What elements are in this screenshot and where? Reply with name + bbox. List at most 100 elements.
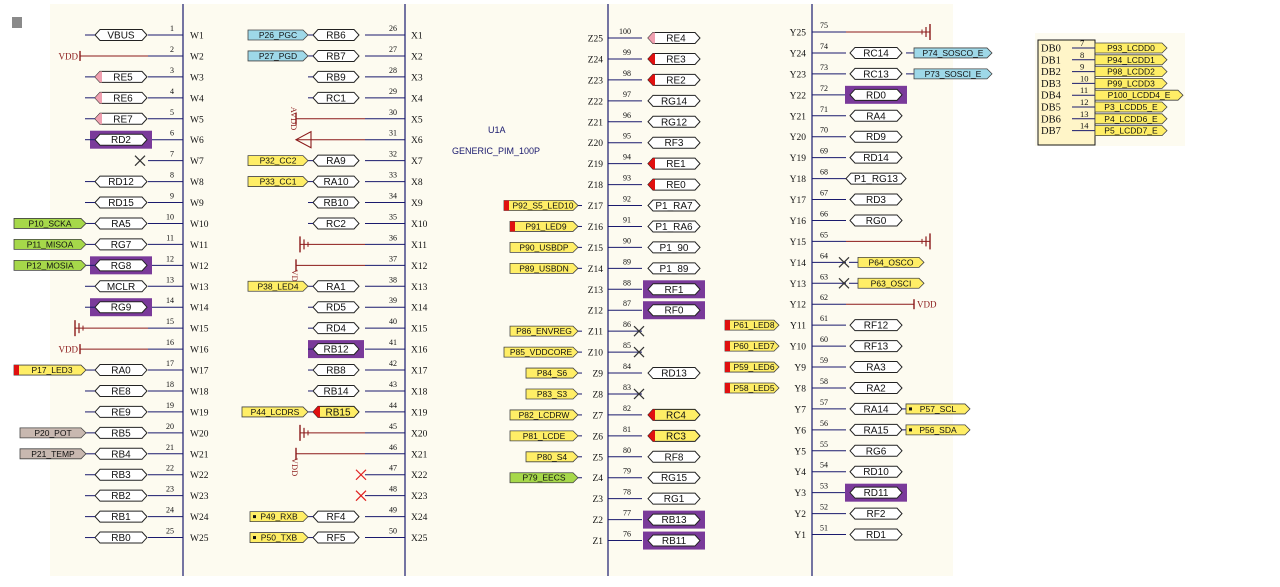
port-label[interactable]: [849, 486, 903, 499]
net-flag[interactable]: [913, 47, 993, 59]
net-flag[interactable]: [249, 532, 309, 543]
port-label[interactable]: [94, 531, 148, 544]
port-label[interactable]: [94, 384, 148, 397]
port-label[interactable]: [849, 151, 903, 164]
port-label[interactable]: [849, 109, 903, 122]
net-flag[interactable]: [241, 406, 309, 418]
port-label[interactable]: [312, 29, 360, 41]
port-label[interactable]: [647, 94, 701, 107]
port-label[interactable]: [94, 175, 148, 188]
port-label[interactable]: [849, 193, 903, 206]
port-label[interactable]: [312, 91, 360, 104]
port-label[interactable]: [849, 507, 903, 520]
net-flag[interactable]: [509, 262, 579, 274]
port-label[interactable]: [312, 343, 360, 356]
port-label[interactable]: [647, 367, 701, 380]
port-label[interactable]: [312, 364, 360, 377]
bus-net-flag[interactable]: [1094, 101, 1168, 113]
port-label[interactable]: [849, 465, 903, 478]
port-label[interactable]: [94, 196, 148, 209]
net-flag[interactable]: [905, 403, 971, 415]
net-flag[interactable]: [247, 155, 309, 167]
port-label[interactable]: [94, 133, 148, 146]
net-flag[interactable]: [13, 238, 87, 250]
port-label[interactable]: [94, 426, 148, 439]
port-label[interactable]: [312, 510, 360, 523]
port-label[interactable]: [94, 489, 148, 502]
net-flag[interactable]: [509, 430, 579, 442]
port-label[interactable]: [845, 172, 907, 185]
port-label[interactable]: [647, 220, 701, 233]
port-label[interactable]: [94, 468, 148, 481]
port-label[interactable]: [312, 154, 360, 167]
port-label[interactable]: [94, 238, 148, 251]
bus-net-flag[interactable]: [1094, 42, 1168, 54]
bus-net-flag[interactable]: [1094, 66, 1168, 77]
port-label[interactable]: [312, 322, 360, 335]
port-label[interactable]: [647, 304, 701, 317]
port-label[interactable]: [312, 175, 360, 188]
port-label[interactable]: [849, 381, 903, 394]
net-flag[interactable]: [509, 325, 579, 337]
port-label[interactable]: [849, 361, 903, 374]
net-flag[interactable]: [247, 280, 309, 292]
port-label[interactable]: [647, 283, 701, 296]
port-label[interactable]: [849, 130, 903, 143]
net-flag[interactable]: [19, 427, 87, 439]
port-label[interactable]: [312, 70, 360, 83]
port-label[interactable]: [647, 492, 701, 505]
port-label[interactable]: [647, 115, 701, 128]
net-flag[interactable]: [857, 277, 925, 289]
port-label[interactable]: [312, 49, 360, 62]
net-flag[interactable]: [905, 424, 971, 436]
port-label[interactable]: [647, 471, 701, 484]
net-flag[interactable]: [19, 448, 87, 460]
net-flag[interactable]: [525, 367, 579, 379]
port-label[interactable]: [94, 301, 148, 314]
bus-net-flag[interactable]: [1094, 78, 1168, 89]
port-label[interactable]: [849, 214, 903, 227]
port-label[interactable]: [647, 450, 701, 463]
net-flag[interactable]: [525, 388, 579, 400]
port-label[interactable]: [94, 280, 148, 293]
port-label[interactable]: [849, 528, 903, 541]
port-label[interactable]: [849, 88, 903, 101]
port-label[interactable]: [647, 262, 701, 275]
port-label[interactable]: [312, 384, 360, 397]
port-label[interactable]: [849, 319, 903, 332]
port-label[interactable]: [647, 513, 701, 526]
net-flag[interactable]: [509, 241, 579, 253]
port-label[interactable]: [312, 531, 360, 544]
port-label[interactable]: [94, 447, 148, 460]
net-flag[interactable]: [503, 346, 579, 358]
net-flag[interactable]: [525, 451, 579, 463]
port-label[interactable]: [647, 534, 701, 547]
port-label[interactable]: [94, 29, 148, 41]
net-flag[interactable]: [13, 218, 87, 229]
port-label[interactable]: [849, 67, 903, 80]
net-flag[interactable]: [509, 472, 579, 484]
port-label[interactable]: [94, 259, 148, 272]
net-flag[interactable]: [857, 256, 925, 268]
port-label[interactable]: [94, 217, 148, 230]
port-label[interactable]: [647, 136, 701, 149]
port-label[interactable]: [647, 199, 701, 212]
port-label[interactable]: [647, 241, 701, 254]
port-label[interactable]: [312, 280, 360, 293]
net-flag[interactable]: [913, 68, 993, 80]
port-label[interactable]: [849, 46, 903, 59]
port-label[interactable]: [94, 510, 148, 523]
net-flag[interactable]: [247, 29, 309, 41]
net-flag[interactable]: [249, 511, 309, 523]
port-label[interactable]: [94, 405, 148, 418]
port-label[interactable]: [312, 196, 360, 209]
bus-net-flag[interactable]: [1094, 54, 1168, 66]
net-flag[interactable]: [247, 50, 309, 62]
port-label[interactable]: [312, 217, 360, 230]
port-label[interactable]: [849, 444, 903, 457]
port-label[interactable]: [312, 301, 360, 314]
net-flag[interactable]: [509, 409, 579, 421]
bus-net-flag[interactable]: [1094, 89, 1184, 101]
port-label[interactable]: [94, 364, 148, 377]
port-label[interactable]: [849, 340, 903, 353]
